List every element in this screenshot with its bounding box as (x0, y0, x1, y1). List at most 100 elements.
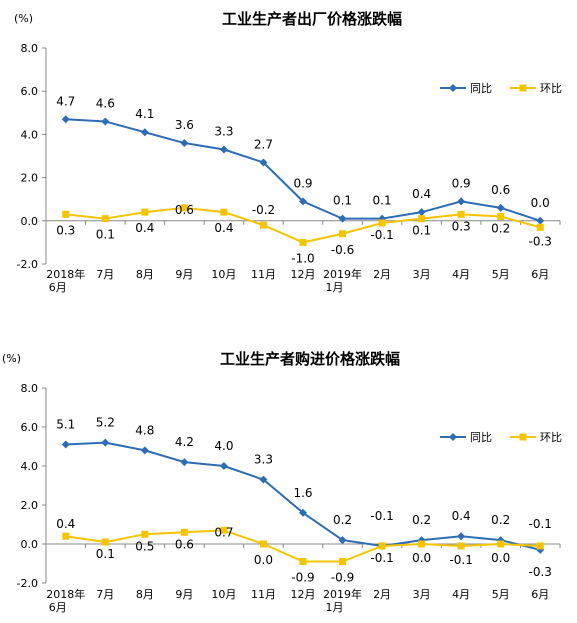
data-label-同比: 0.0 (531, 196, 550, 210)
x-tick-label: 4月 (452, 268, 470, 281)
data-label-环比: -0.1 (449, 553, 472, 567)
legend-label-环比: 环比 (540, 82, 562, 95)
x-tick-label-line: 6月 (49, 601, 67, 614)
data-label-环比: 0.6 (175, 537, 194, 551)
data-label-同比: 4.1 (135, 107, 154, 121)
legend-marker-环比 (519, 433, 527, 441)
data-label-环比: -0.1 (529, 517, 552, 531)
x-tick-label: 5月 (492, 588, 510, 601)
data-label-同比: 4.7 (56, 94, 75, 108)
data-point-同比 (101, 438, 110, 447)
y-tick-label: 6.0 (21, 421, 39, 434)
data-point-环比 (259, 221, 267, 229)
x-tick-label-line: 1月 (326, 281, 344, 294)
data-label-环比: 0.1 (96, 228, 115, 242)
data-point-同比 (61, 115, 70, 124)
x-tick-label: 2月 (373, 268, 391, 281)
x-tick-label-line: 6月 (531, 588, 549, 601)
data-label-环比: 0.2 (491, 221, 510, 235)
data-point-环比 (101, 538, 109, 546)
data-label-环比: 0.4 (135, 221, 154, 235)
data-point-同比 (338, 536, 347, 545)
data-point-同比 (180, 458, 189, 467)
data-point-同比 (219, 145, 228, 154)
y-tick-label: 0.0 (21, 215, 39, 228)
x-tick-label: 2月 (373, 588, 391, 601)
data-label-同比: 0.2 (412, 513, 431, 527)
data-point-同比 (259, 475, 268, 484)
data-point-环比 (457, 542, 465, 550)
y-tick-label: 2.0 (21, 499, 39, 512)
data-point-环比 (180, 528, 188, 536)
data-label-环比: -1.0 (291, 251, 314, 265)
x-tick-label: 12月 (291, 588, 316, 601)
data-point-同比 (299, 197, 307, 206)
x-tick-label: 8月 (136, 588, 154, 601)
x-tick-label-line: 2018年 (46, 267, 85, 281)
data-point-环比 (299, 238, 307, 246)
data-point-环比 (536, 223, 544, 231)
x-tick-label: 4月 (452, 588, 470, 601)
data-point-同比 (180, 139, 189, 148)
data-point-环比 (141, 208, 149, 216)
data-label-环比: -0.6 (331, 243, 354, 257)
x-tick-label: 3月 (413, 588, 431, 601)
x-tick-label: 9月 (175, 588, 193, 601)
series-line-同比 (65, 118, 541, 222)
x-tick-label-line: 9月 (175, 268, 193, 281)
legend-marker-环比 (519, 84, 527, 92)
x-tick-label-line: 7月 (96, 268, 114, 281)
data-label-环比: 0.1 (96, 547, 115, 561)
data-point-环比 (378, 219, 386, 227)
y-tick-label: -2.0 (17, 258, 38, 271)
data-point-环比 (220, 526, 228, 534)
data-label-环比: 0.4 (214, 221, 233, 235)
x-tick-label-line: 12月 (291, 268, 316, 281)
data-point-环比 (457, 210, 465, 218)
data-label-同比: 3.3 (214, 125, 233, 139)
y-tick-label: -2.0 (17, 577, 38, 590)
y-axis-unit: (%) (2, 352, 21, 365)
chart-title: 工业生产者出厂价格涨跌幅 (222, 10, 402, 28)
legend-label-环比: 环比 (540, 431, 562, 444)
y-tick-label: 8.0 (21, 42, 39, 55)
data-label-同比: 0.9 (452, 176, 471, 190)
data-label-环比: 0.3 (452, 219, 471, 233)
x-tick-label-line: 5月 (492, 268, 510, 281)
legend-marker-同比 (449, 433, 457, 441)
data-label-同比: 3.3 (254, 453, 273, 467)
y-tick-label: 4.0 (21, 128, 39, 141)
data-label-同比: -0.3 (529, 565, 552, 579)
data-point-同比 (140, 128, 149, 137)
data-point-同比 (219, 462, 228, 470)
data-point-环比 (259, 540, 267, 548)
data-label-环比: 0.7 (214, 525, 233, 539)
x-tick-label-line: 4月 (452, 588, 470, 601)
x-tick-label: 7月 (96, 268, 114, 281)
data-label-同比: 0.2 (491, 513, 510, 527)
y-axis-unit: (%) (14, 12, 33, 25)
data-point-环比 (220, 208, 228, 216)
data-label-同比: 4.2 (175, 435, 194, 449)
x-tick-label: 11月 (251, 268, 276, 281)
data-point-同比 (61, 440, 70, 449)
data-label-环比: 0.1 (412, 224, 431, 238)
x-tick-label-line: 2018年 (46, 587, 85, 601)
x-tick-label: 11月 (251, 588, 276, 601)
x-tick-label: 3月 (413, 268, 431, 281)
x-tick-label: 2019年 1月 (323, 267, 362, 294)
data-label-同比: 0.4 (412, 187, 431, 201)
data-point-环比 (339, 558, 347, 566)
x-tick-label: 8月 (136, 268, 154, 281)
data-point-环比 (62, 210, 70, 218)
data-point-同比 (338, 214, 347, 223)
x-tick-label-line: 11月 (251, 268, 276, 281)
data-point-环比 (62, 532, 70, 540)
data-label-同比: 4.8 (135, 423, 154, 437)
x-tick-label-line: 2019年 (323, 587, 362, 601)
legend-label-同比: 同比 (470, 431, 492, 444)
data-point-环比 (339, 230, 347, 238)
data-label-同比: 0.4 (452, 509, 471, 523)
